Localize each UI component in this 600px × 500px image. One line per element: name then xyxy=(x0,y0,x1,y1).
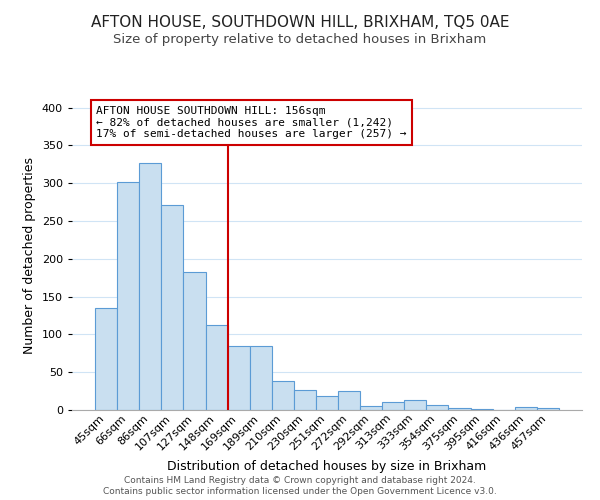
X-axis label: Distribution of detached houses by size in Brixham: Distribution of detached houses by size … xyxy=(167,460,487,473)
Bar xyxy=(316,396,338,410)
Bar xyxy=(161,205,184,410)
Bar xyxy=(250,346,272,410)
Y-axis label: Number of detached properties: Number of detached properties xyxy=(23,156,36,354)
Bar xyxy=(515,407,537,410)
Bar xyxy=(95,308,117,410)
Bar xyxy=(227,346,250,410)
Bar xyxy=(184,272,206,410)
Bar xyxy=(294,390,316,410)
Bar xyxy=(448,408,470,410)
Bar xyxy=(382,402,404,410)
Bar xyxy=(206,324,227,410)
Bar xyxy=(338,391,360,410)
Text: Contains public sector information licensed under the Open Government Licence v3: Contains public sector information licen… xyxy=(103,487,497,496)
Text: Contains HM Land Registry data © Crown copyright and database right 2024.: Contains HM Land Registry data © Crown c… xyxy=(124,476,476,485)
Bar xyxy=(427,406,448,410)
Text: Size of property relative to detached houses in Brixham: Size of property relative to detached ho… xyxy=(113,32,487,46)
Bar xyxy=(470,409,493,410)
Bar xyxy=(360,406,382,410)
Text: AFTON HOUSE SOUTHDOWN HILL: 156sqm
← 82% of detached houses are smaller (1,242)
: AFTON HOUSE SOUTHDOWN HILL: 156sqm ← 82%… xyxy=(96,106,407,139)
Bar xyxy=(117,182,139,410)
Text: AFTON HOUSE, SOUTHDOWN HILL, BRIXHAM, TQ5 0AE: AFTON HOUSE, SOUTHDOWN HILL, BRIXHAM, TQ… xyxy=(91,15,509,30)
Bar xyxy=(272,382,294,410)
Bar xyxy=(537,408,559,410)
Bar xyxy=(404,400,427,410)
Bar xyxy=(139,163,161,410)
